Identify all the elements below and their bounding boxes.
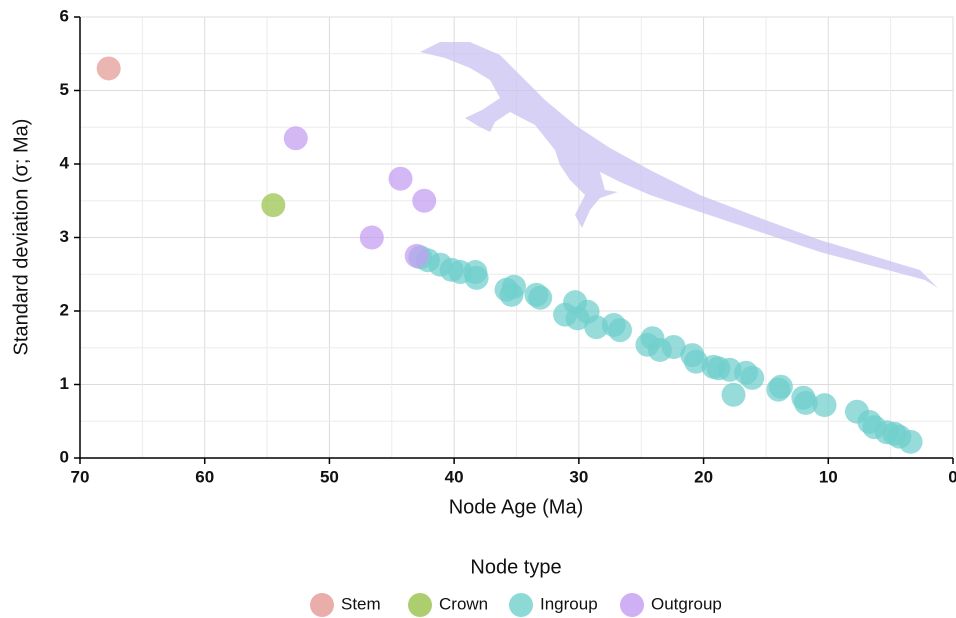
y-tick-label: 0 [60,447,69,466]
legend-swatch [310,593,334,617]
data-point [464,265,489,290]
x-tick-label: 70 [71,467,90,486]
y-tick-label: 1 [60,374,69,393]
x-tick-label: 20 [694,467,713,486]
x-tick-label: 10 [819,467,838,486]
data-point [608,318,633,343]
x-tick-label: 40 [445,467,464,486]
data-point [359,225,384,250]
data-point [721,382,746,407]
legend-swatch [509,593,533,617]
data-point [412,188,437,213]
x-axis-label: Node Age (Ma) [449,496,584,518]
data-point [661,335,686,360]
legend-label: Ingroup [540,594,598,613]
y-axis-label: Standard deviation (σ; Ma) [10,119,32,356]
plot-layer: 70 60 50 40 30 20 10 0 0 1 2 3 4 5 6 Stem Crown Ingroup Ou… [60,6,956,617]
data-point [793,390,818,415]
data-point [898,429,923,454]
data-point [584,315,609,340]
y-tick-label: 5 [60,80,69,99]
y-tick-label: 2 [60,300,69,319]
data-point [96,56,121,81]
data-point [283,126,308,151]
data-point [528,285,553,310]
data-point [499,282,524,307]
y-tick-label: 4 [60,153,70,172]
data-point [388,166,413,191]
legend-swatch [408,593,432,617]
legend-label: Outgroup [651,594,722,613]
legend-label: Stem [341,594,381,613]
y-tick-label: 3 [60,227,69,246]
x-tick-label: 0 [948,467,956,486]
data-point [404,243,429,268]
legend-swatch [620,593,644,617]
data-point [812,393,837,418]
lizard-silhouette [420,42,938,288]
data-point [740,365,765,390]
legend-label: Crown [439,594,488,613]
x-tick-label: 50 [320,467,339,486]
x-tick-label: 30 [569,467,588,486]
x-tick-label: 60 [195,467,214,486]
data-point [261,193,286,218]
y-tick-label: 6 [60,6,69,25]
legend-title: Node type [470,556,561,578]
data-point [768,374,793,399]
